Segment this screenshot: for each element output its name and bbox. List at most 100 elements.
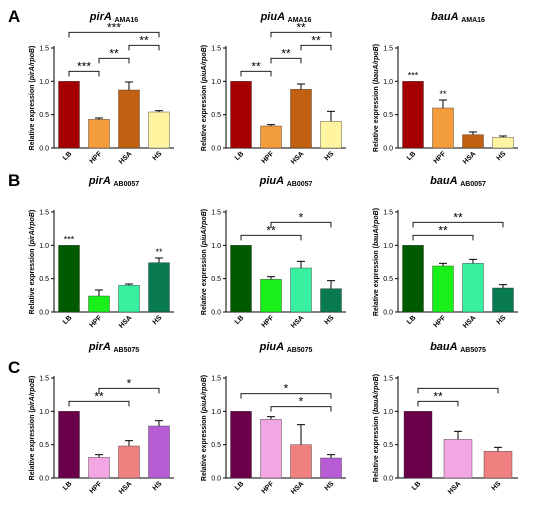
x-tick-label: LB	[411, 480, 423, 492]
bar	[320, 457, 342, 479]
y-tick-label: 0.5	[383, 112, 393, 119]
x-tick-label: LB	[234, 150, 246, 162]
chart-title: bauA AB0057	[430, 175, 486, 188]
y-tick-label: 0.0	[383, 310, 393, 317]
significance-label: ***	[77, 59, 91, 73]
x-tick-label: HSA	[118, 150, 133, 165]
significance-label: **	[266, 223, 276, 237]
bar	[148, 262, 170, 313]
y-tick-label: 0.5	[211, 276, 221, 283]
y-tick-label: 1.0	[211, 409, 221, 416]
bar	[260, 279, 282, 313]
significance-bracket	[68, 70, 100, 77]
chart-title: pirA AB5075	[88, 341, 139, 354]
y-tick-label: 0.0	[39, 310, 49, 317]
bar	[230, 81, 252, 149]
x-tick-label: HSA	[118, 480, 133, 495]
bar	[148, 111, 170, 149]
bar	[290, 89, 312, 149]
y-axis-label-prefix: Relative expression (	[29, 410, 36, 481]
y-tick-label: 0.5	[39, 276, 49, 283]
chart-C-piuA: piuA AB5075 Relative expression (piuA/rpo…	[201, 341, 346, 496]
panel-letter: B	[8, 171, 20, 190]
x-tick-label: HSA	[290, 150, 305, 165]
chart-title-strain: AMA16	[461, 17, 485, 24]
y-axis-label: Relative expression (pirA/rpoB)	[29, 46, 36, 151]
significance-bracket	[240, 393, 332, 399]
x-tick-label: HSA	[462, 314, 477, 329]
chart-title: piuA AB5075	[259, 341, 313, 354]
x-tick-label: HPF	[89, 314, 104, 329]
bar	[58, 81, 80, 149]
y-axis-label: Relative expression (bauA/rpoB)	[373, 374, 380, 482]
x-tick-label: HS	[152, 150, 164, 162]
y-axis-label: Relative expression (piuA/rpoB)	[201, 45, 208, 151]
y-axis-label-italic: bauA/rpoB	[373, 46, 380, 82]
chart-C-bauA: bauA AB5075 Relative expression (bauA/rpo…	[373, 341, 518, 496]
y-axis-label-prefix: Relative expression (	[201, 80, 208, 151]
significance-bracket	[128, 44, 160, 51]
significance-bracket	[300, 44, 332, 51]
significance-bracket	[270, 31, 332, 38]
x-tick-label: HSA	[462, 150, 477, 165]
panel-letter: A	[8, 7, 20, 26]
bar	[402, 245, 424, 313]
significance-bracket	[417, 387, 499, 394]
chart-A-bauA: bauA AMA16 Relative expression (bauA/rpoB…	[373, 11, 518, 166]
bar	[148, 425, 170, 479]
x-tick-label: HS	[324, 480, 336, 492]
y-tick-label: 0.5	[383, 276, 393, 283]
y-tick-label: 0.5	[39, 442, 49, 449]
x-tick-label: HPF	[433, 314, 448, 329]
y-tick-label: 1.0	[39, 243, 49, 250]
significance-label: ***	[408, 70, 419, 80]
x-tick-label: HSA	[290, 480, 305, 495]
chart-title-strain: AB5075	[113, 347, 139, 354]
y-axis-label-suffix: )	[29, 376, 36, 378]
bar	[483, 451, 513, 479]
y-axis-label: Relative expression (piuA/rpoB)	[201, 375, 208, 481]
y-tick-label: 1.5	[211, 210, 221, 217]
x-tick-label: LB	[62, 150, 74, 162]
y-tick-label: 0.0	[211, 476, 221, 483]
y-axis-label-suffix: )	[201, 45, 208, 47]
significance-label: **	[311, 33, 321, 47]
significance-bracket	[412, 234, 474, 241]
bar	[432, 107, 454, 149]
y-tick-label: 0.0	[211, 146, 221, 153]
x-tick-label: HPF	[261, 314, 276, 329]
x-tick-label: HS	[496, 314, 508, 326]
significance-label: **	[281, 46, 291, 60]
bar	[462, 134, 484, 149]
bar	[58, 411, 80, 479]
y-axis-label-prefix: Relative expression (	[373, 81, 380, 152]
y-tick-label: 1.5	[211, 46, 221, 53]
x-tick-label: LB	[406, 314, 418, 326]
y-axis-label-suffix: )	[373, 374, 380, 376]
y-axis-label-italic: piuA/rpoB	[201, 211, 208, 246]
y-tick-label: 0.5	[383, 442, 393, 449]
chart-C-pirA: pirA AB5075 Relative expression (pirA/rpo…	[29, 341, 174, 496]
y-axis-label-italic: piuA/rpoB	[201, 377, 208, 412]
significance-label: *	[127, 376, 132, 390]
y-tick-label: 1.5	[211, 376, 221, 383]
x-tick-label: HS	[496, 150, 508, 162]
y-tick-label: 1.0	[39, 79, 49, 86]
significance-label: **	[109, 46, 119, 60]
y-axis-label-suffix: )	[201, 209, 208, 211]
chart-B-piuA: piuA AB0057 Relative expression (piuA/rpo…	[201, 175, 346, 330]
bar	[443, 439, 473, 479]
x-tick-label: LB	[406, 150, 418, 162]
y-tick-label: 0.0	[383, 146, 393, 153]
y-tick-label: 1.0	[383, 243, 393, 250]
panel-letter: C	[8, 358, 20, 377]
chart-B-bauA: bauA AB0057 Relative expression (bauA/rpo…	[373, 175, 518, 330]
chart-title-strain: AB5075	[460, 347, 486, 354]
bar	[118, 285, 140, 313]
significance-bracket	[68, 31, 160, 38]
y-tick-label: 0.5	[211, 442, 221, 449]
significance-label: ***	[107, 20, 121, 34]
y-tick-label: 0.5	[39, 112, 49, 119]
chart-title: piuA AB0057	[259, 175, 313, 188]
